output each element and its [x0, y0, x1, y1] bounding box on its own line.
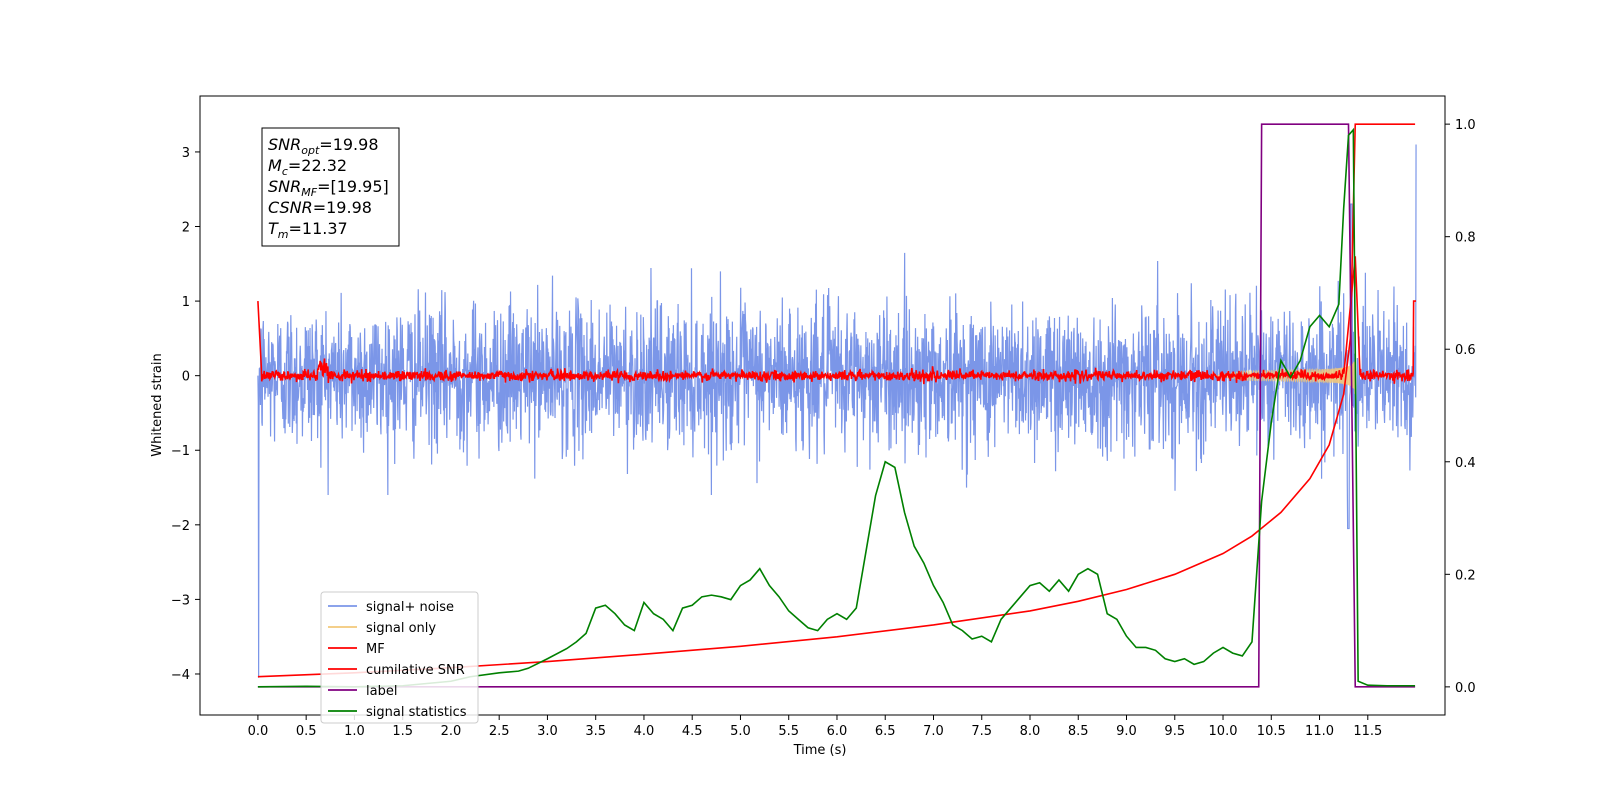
- x-tick-label: 0.5: [296, 724, 317, 739]
- x-tick-label: 1.5: [392, 724, 413, 739]
- x-tick-label: 11.5: [1353, 724, 1382, 739]
- y-axis-right: 0.0 0.2 0.4 0.6 0.8 1.0: [1445, 118, 1476, 696]
- y-tick-label: −3: [171, 593, 190, 608]
- y-tick-label: −2: [171, 519, 190, 534]
- y2-tick-label: 1.0: [1455, 118, 1476, 133]
- series-mf-line: [257, 256, 1417, 385]
- annotation-line: Tm=11.37: [268, 219, 348, 241]
- legend-label-signal-statistics: signal statistics: [366, 705, 467, 720]
- x-tick-label: 9.5: [1164, 724, 1185, 739]
- series-signal-statistics-line: [257, 127, 1416, 688]
- y-axis-left: 3 2 1 0 −1 −2 −3 −4: [171, 146, 200, 683]
- x-tick-label: 8.5: [1068, 724, 1089, 739]
- x-tick-label: 3.5: [585, 724, 606, 739]
- x-tick-label: 7.5: [971, 724, 992, 739]
- legend-label-signal-noise: signal+ noise: [366, 600, 454, 615]
- legend-label-label: label: [366, 684, 397, 699]
- x-tick-label: 6.0: [827, 724, 848, 739]
- y-tick-label: 1: [182, 295, 190, 310]
- x-tick-label: 2.5: [489, 724, 510, 739]
- y2-tick-label: 0.8: [1455, 231, 1476, 246]
- plot-frame: [199, 95, 1446, 716]
- y2-tick-label: 0.6: [1455, 343, 1476, 358]
- x-tick-label: 4.0: [634, 724, 655, 739]
- x-tick-label: 7.0: [923, 724, 944, 739]
- y-tick-label: 3: [182, 146, 190, 161]
- annotation-box: SNRopt=19.98Mc=22.32SNRMF=[19.95]CSNR=19…: [261, 127, 400, 247]
- x-axis-label: Time (s): [793, 743, 847, 758]
- series-layer: [257, 123, 1417, 688]
- y-tick-label: 0: [182, 370, 190, 385]
- x-tick-label: 10.0: [1209, 724, 1238, 739]
- y-tick-label: −1: [171, 444, 190, 459]
- x-tick-label: 5.0: [730, 724, 751, 739]
- x-tick-label: 5.5: [778, 724, 799, 739]
- series-label-line: [257, 123, 1416, 688]
- x-tick-label: 11.0: [1305, 724, 1334, 739]
- x-tick-label: 9.0: [1116, 724, 1137, 739]
- series-signal-noise-line: [257, 144, 1417, 678]
- legend-label-mf: MF: [366, 642, 385, 657]
- annotation-line: Mc=22.32: [268, 156, 347, 178]
- x-tick-label: 1.0: [344, 724, 365, 739]
- y2-tick-label: 0.2: [1455, 568, 1476, 583]
- y2-tick-label: 0.0: [1455, 681, 1476, 696]
- x-tick-label: 0.0: [248, 724, 269, 739]
- x-tick-label: 8.0: [1020, 724, 1041, 739]
- y-axis-label: Whitened strain: [150, 353, 165, 456]
- x-tick-label: 4.5: [682, 724, 703, 739]
- series-cumilative-snr-line: [257, 123, 1416, 678]
- y-tick-label: −4: [171, 668, 190, 683]
- x-tick-label: 10.5: [1257, 724, 1286, 739]
- x-tick-label: 6.5: [875, 724, 896, 739]
- x-tick-label: 3.0: [537, 724, 558, 739]
- x-axis: 0.0 0.5 1.0 1.5 2.0 2.5 3.0 3.5 4.0 4.5 5.0 5.5 6.0 6…: [248, 715, 1382, 739]
- legend-label-cumilative-snr: cumilative SNR: [366, 663, 465, 678]
- annotation-line: SNRMF=[19.95]: [268, 177, 389, 199]
- legend-label-signal-only: signal only: [366, 621, 436, 636]
- y2-tick-label: 0.4: [1455, 456, 1476, 471]
- x-tick-label: 2.0: [441, 724, 462, 739]
- annotation-line: CSNR=19.98: [268, 198, 372, 217]
- y-tick-label: 2: [182, 221, 190, 236]
- annotation-line: SNRopt=19.98: [268, 135, 379, 157]
- legend: signal+ noise signal only MF cumilative SNR…: [320, 591, 479, 724]
